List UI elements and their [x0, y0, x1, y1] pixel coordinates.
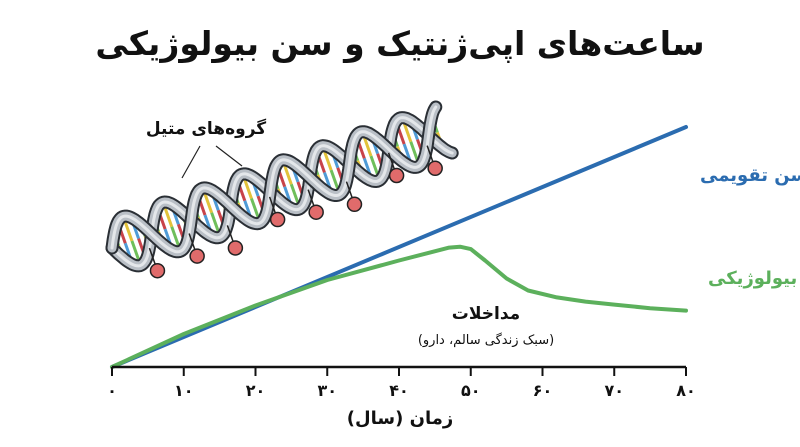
- series-line-chronological: [110, 125, 688, 369]
- x-tick-label: ۵۰: [461, 381, 481, 400]
- intervention-label: مداخلات: [452, 304, 520, 324]
- intervention-sublabel: (سبک زندگی سالم، دارو): [418, 332, 554, 348]
- methyl-group-icon: [346, 196, 363, 213]
- dna-helix-icon: [105, 100, 459, 279]
- methyl-group-icon: [227, 240, 244, 256]
- series-label-biological: سن بیولوژیکی: [708, 268, 800, 289]
- x-axis-label: زمان (سال): [347, 408, 453, 429]
- chart-title: ساعت‌های اپی‌ژنتیک و سن بیولوژیکی: [95, 24, 704, 64]
- x-tick-label: ۱۰: [174, 381, 194, 400]
- methyl-leader-line: [181, 145, 201, 179]
- methyl-leader-line: [215, 145, 243, 167]
- x-tick-label: ۲۰: [246, 381, 266, 400]
- x-tick-label: ۳۰: [317, 381, 337, 400]
- x-tick-label: ۴۰: [389, 381, 409, 400]
- methyl-groups-label: گروه‌های متیل: [146, 118, 266, 139]
- series-line-biological: [110, 244, 688, 369]
- x-tick-label: ۰: [107, 381, 117, 400]
- series-label-chronological: سن تقویمی: [700, 165, 800, 186]
- x-tick-label: ۸۰: [676, 381, 696, 400]
- methyl-group-icon: [149, 262, 166, 279]
- x-tick-label: ۶۰: [533, 381, 553, 400]
- methyl-group-icon: [269, 211, 286, 228]
- methyl-group-icon: [427, 160, 443, 177]
- methyl-group-icon: [388, 167, 405, 184]
- methyl-group-icon: [308, 204, 324, 220]
- methyl-group-icon: [189, 248, 205, 264]
- x-tick-label: ۷۰: [604, 381, 624, 400]
